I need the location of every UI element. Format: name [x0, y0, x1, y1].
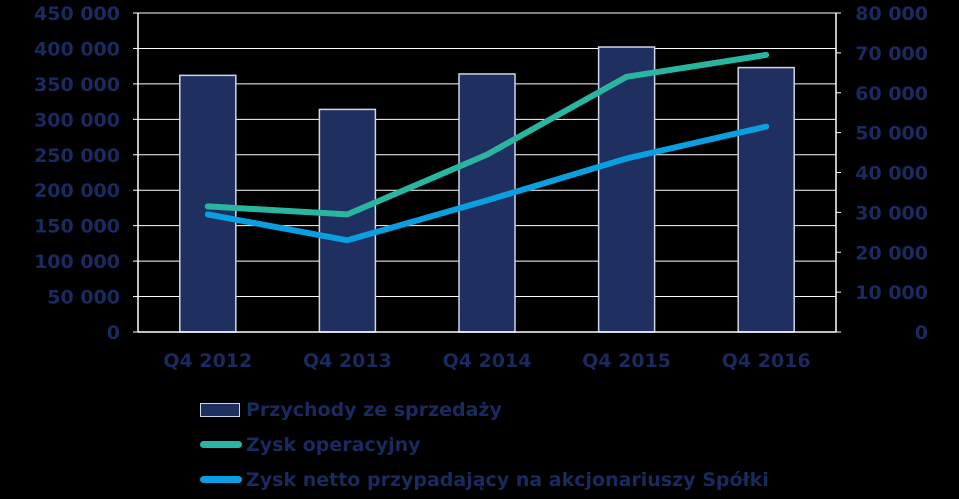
right-tick-label: 80 000: [855, 3, 928, 25]
axes: [133, 12, 841, 333]
right-tick-label: 50 000: [855, 123, 928, 145]
series-line: [204, 51, 770, 218]
right-axis-ticks: 0 10 000 20 000 30 000 40 000 50 000 60 000 70 …: [855, 3, 928, 344]
legend-item-revenue: Przychody ze sprzedaży: [200, 392, 769, 427]
left-tick-label: 0: [107, 322, 120, 344]
left-tick-label: 250 000: [34, 145, 120, 167]
legend-label-net-profit: Zysk netto przypadający na akcjonariuszy…: [246, 468, 769, 491]
right-tick-label: 10 000: [855, 282, 928, 304]
right-tick-label: 70 000: [855, 43, 928, 65]
legend-swatch-operating-profit: [200, 441, 242, 448]
series-line: [204, 123, 770, 244]
right-tick-label: 40 000: [855, 163, 928, 185]
category-label: Q4 2012: [163, 350, 252, 372]
category-label: Q4 2016: [722, 350, 811, 372]
legend-item-operating-profit: Zysk operacyjny: [200, 427, 769, 462]
category-label: Q4 2013: [303, 350, 392, 372]
right-tick-label: 60 000: [855, 83, 928, 105]
category-labels: Q4 2012 Q4 2013 Q4 2014 Q4 2015 Q4 2016: [163, 350, 810, 372]
legend-item-net-profit: Zysk netto przypadający na akcjonariuszy…: [200, 462, 769, 497]
right-tick-label: 20 000: [855, 242, 928, 264]
left-tick-label: 450 000: [34, 3, 120, 25]
left-tick-label: 300 000: [34, 109, 120, 131]
category-label: Q4 2014: [443, 350, 532, 372]
bar-series: [179, 46, 795, 333]
legend: Przychody ze sprzedaży Zysk operacyjny Z…: [200, 392, 769, 497]
left-tick-label: 350 000: [34, 74, 120, 96]
left-tick-label: 100 000: [34, 251, 120, 273]
left-tick-label: 150 000: [34, 216, 120, 238]
legend-swatch-revenue: [200, 402, 240, 417]
left-axis-ticks: 0 50 000 100 000 150 000 200 000 250 000 300 0…: [34, 3, 120, 344]
legend-label-operating-profit: Zysk operacyjny: [246, 433, 421, 456]
right-tick-label: 30 000: [855, 202, 928, 224]
category-label: Q4 2015: [582, 350, 671, 372]
left-tick-label: 50 000: [47, 287, 120, 309]
legend-swatch-net-profit: [200, 476, 242, 483]
line-series: [204, 51, 770, 244]
left-tick-label: 200 000: [34, 180, 120, 202]
right-tick-label: 0: [915, 322, 928, 344]
bar: [737, 66, 795, 333]
left-tick-label: 400 000: [34, 38, 120, 60]
bar: [318, 108, 377, 333]
legend-label-revenue: Przychody ze sprzedaży: [246, 398, 502, 421]
